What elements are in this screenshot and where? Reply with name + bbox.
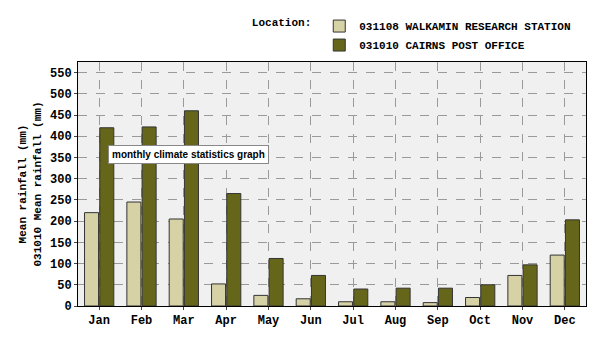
svg-text:Apr: Apr — [215, 314, 237, 328]
svg-text:Nov: Nov — [512, 314, 534, 328]
svg-text:Feb: Feb — [131, 314, 153, 328]
svg-text:0: 0 — [64, 300, 71, 314]
svg-text:May: May — [258, 314, 280, 328]
svg-text:450: 450 — [50, 109, 72, 123]
svg-text:550: 550 — [50, 67, 72, 81]
svg-text:031108 WALKAMIN RESEARCH STATI: 031108 WALKAMIN RESEARCH STATION — [359, 21, 570, 33]
svg-text:Mar: Mar — [173, 314, 195, 328]
svg-text:Sep: Sep — [427, 314, 449, 328]
svg-text:400: 400 — [50, 130, 72, 144]
svg-text:100: 100 — [50, 258, 72, 272]
svg-text:350: 350 — [50, 152, 72, 166]
svg-text:Dec: Dec — [554, 314, 576, 328]
svg-text:500: 500 — [50, 88, 72, 102]
svg-text:Jul: Jul — [342, 314, 364, 328]
svg-text:300: 300 — [50, 173, 72, 187]
svg-text:Oct: Oct — [469, 314, 491, 328]
svg-text:200: 200 — [50, 215, 72, 229]
svg-text:Location:: Location: — [252, 17, 311, 29]
svg-text:150: 150 — [50, 237, 72, 251]
svg-text:monthly climate statistics gra: monthly climate statistics graph — [112, 149, 265, 160]
svg-text:031010 CAIRNS POST OFFICE: 031010 CAIRNS POST OFFICE — [359, 40, 524, 52]
svg-text:Jan: Jan — [88, 314, 110, 328]
svg-text:Jun: Jun — [300, 314, 322, 328]
svg-text:250: 250 — [50, 194, 72, 208]
svg-text:Mean rainfall (mm)031010 Mean: Mean rainfall (mm)031010 Mean rainfall (… — [17, 101, 43, 266]
svg-text:Aug: Aug — [385, 314, 407, 328]
svg-text:50: 50 — [57, 279, 71, 293]
